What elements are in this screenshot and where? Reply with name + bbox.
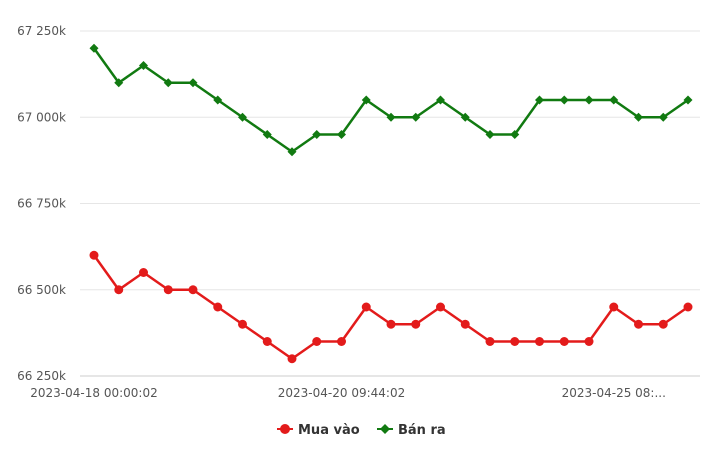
data-point [559, 95, 569, 105]
series-line [92, 254, 689, 360]
data-point [510, 337, 520, 346]
y-tick-label: 66 250k [17, 369, 66, 383]
data-point [163, 285, 173, 295]
y-tick-label: 66 500k [17, 283, 66, 297]
data-point [386, 319, 396, 329]
data-point [683, 302, 693, 312]
data-point [114, 285, 124, 295]
legend-item-mua-vao[interactable]: Mua vào [277, 423, 360, 438]
data-point [337, 337, 346, 346]
legend-marker [280, 424, 290, 434]
data-point [163, 78, 173, 88]
legend-marker [380, 424, 390, 434]
data-point [460, 319, 470, 329]
data-point [609, 95, 619, 105]
data-point [312, 130, 322, 139]
x-tick-label: 2023-04-18 00:00:02 [30, 386, 157, 400]
legend-label: Mua vào [298, 423, 360, 438]
data-point [312, 337, 322, 346]
data-point [485, 130, 495, 139]
data-point [238, 112, 247, 122]
data-point [262, 337, 272, 346]
data-point [460, 112, 470, 122]
data-point [337, 130, 346, 139]
data-point [658, 319, 668, 329]
data-point [188, 285, 198, 295]
data-point [238, 319, 247, 329]
grid-lines [80, 30, 700, 291]
data-point [634, 319, 643, 329]
y-tick-label: 67 000k [17, 110, 66, 124]
data-point [510, 130, 520, 139]
series-line [92, 47, 689, 153]
data-point [361, 302, 371, 312]
data-point [436, 95, 445, 105]
data-point [188, 78, 198, 88]
x-axis-tick-labels: 2023-04-18 00:00:02 2023-04-20 09:44:02 20… [30, 386, 666, 400]
data-point [634, 112, 643, 122]
data-point [386, 112, 396, 122]
data-point [535, 337, 544, 346]
data-point [361, 95, 371, 105]
y-tick-label: 67 250k [17, 24, 66, 38]
data-point [114, 78, 124, 88]
x-tick-label: 2023-04-20 09:44:02 [278, 386, 405, 400]
legend-item-ban-ra[interactable]: Bán ra [377, 423, 446, 438]
data-point [485, 337, 495, 346]
data-point [213, 95, 223, 105]
data-point [139, 61, 148, 70]
data-point [89, 250, 99, 260]
data-point [436, 302, 445, 312]
y-tick-label: 66 750k [17, 197, 66, 211]
data-point [411, 112, 421, 122]
data-point [584, 337, 594, 346]
series-layer [89, 43, 693, 364]
data-point [535, 95, 544, 105]
data-point [287, 147, 297, 157]
data-point [89, 43, 99, 53]
data-point [411, 319, 421, 329]
data-point [262, 130, 272, 139]
data-point [287, 354, 297, 364]
data-point [609, 302, 619, 312]
data-point [213, 302, 223, 312]
y-axis-tick-labels: 67 250k 67 000k 66 750k 66 500k 66 250k [17, 24, 66, 383]
data-point [584, 95, 594, 105]
data-point [139, 268, 148, 277]
legend-label: Bán ra [398, 423, 446, 438]
data-point [683, 95, 693, 105]
data-point [658, 112, 668, 122]
series-mua-vao [89, 250, 693, 364]
legend[interactable]: Mua vào Bán ra [277, 423, 446, 438]
data-point [559, 337, 569, 346]
series-ban-ra [89, 43, 693, 157]
x-tick-label: 2023-04-25 08:... [562, 386, 666, 400]
